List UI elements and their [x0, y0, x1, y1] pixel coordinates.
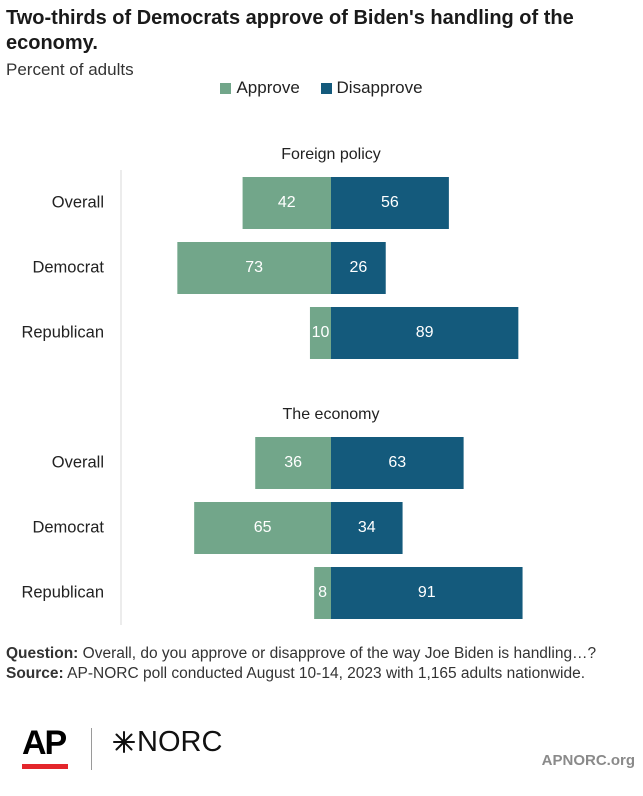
group-title: The economy [283, 406, 380, 423]
bar-approve [194, 502, 331, 554]
bar-approve [177, 242, 331, 294]
ap-logo: AP [22, 724, 67, 762]
legend-swatch-disapprove [320, 82, 332, 94]
data-label-disapprove: 63 [388, 454, 406, 471]
bar-disapprove [331, 567, 523, 619]
bar-approve [314, 567, 331, 619]
data-label-disapprove: 89 [416, 324, 434, 341]
bar-disapprove [331, 307, 519, 359]
legend-label-approve: Approve [236, 78, 300, 97]
bar-disapprove [331, 437, 464, 489]
data-label-disapprove: 56 [381, 194, 399, 211]
data-label-disapprove: 34 [358, 519, 376, 536]
group-title: Foreign policy [281, 146, 381, 163]
chart-title: Two-thirds of Democrats approve of Biden… [6, 7, 574, 54]
bar-approve [242, 177, 331, 229]
question-text: Overall, do you approve or disapprove of… [78, 645, 597, 662]
row-label: Overall [52, 193, 104, 211]
ap-logo-underline [22, 764, 68, 769]
row-label: Republican [21, 583, 104, 601]
bar-disapprove [331, 242, 386, 294]
legend-item-approve: Approve [220, 78, 300, 98]
source-note: Source: AP-NORC poll conducted August 10… [6, 664, 638, 684]
norc-star-icon [113, 731, 135, 753]
data-label-approve: 73 [245, 259, 263, 276]
data-label-approve: 65 [254, 519, 272, 536]
bar-approve [255, 437, 331, 489]
row-label: Overall [52, 453, 104, 471]
question-note: Question: Overall, do you approve or dis… [6, 644, 638, 664]
logo-divider [91, 728, 92, 770]
data-label-disapprove: 26 [349, 259, 367, 276]
legend-label-disapprove: Disapprove [336, 78, 423, 97]
data-label-approve: 10 [312, 324, 330, 341]
legend: Approve Disapprove [0, 78, 643, 99]
norc-logo: NORC [113, 726, 222, 759]
chart-subtitle: Percent of adults [6, 60, 134, 79]
bar-approve [309, 307, 331, 359]
row-label: Republican [21, 323, 104, 341]
bar-disapprove [331, 502, 403, 554]
diverging-bar-chart: Foreign policy Overall 42 56 Democrat 73 26 Rep… [21, 146, 523, 625]
legend-item-disapprove: Disapprove [320, 78, 423, 98]
chart-notes: Question: Overall, do you approve or dis… [6, 644, 638, 684]
question-label: Question: [6, 645, 79, 662]
source-text: AP-NORC poll conducted August 10-14, 202… [63, 665, 586, 682]
norc-logo-text: NORC [137, 726, 223, 758]
row-label: Democrat [32, 258, 104, 276]
bar-disapprove [331, 177, 449, 229]
source-label: Source: [6, 665, 64, 682]
row-label: Democrat [32, 518, 104, 536]
data-label-approve: 36 [284, 454, 302, 471]
data-label-approve: 8 [318, 584, 327, 601]
legend-swatch-approve [220, 82, 232, 94]
site-link[interactable]: APNORC.org [541, 752, 635, 769]
data-label-disapprove: 91 [418, 584, 436, 601]
data-label-approve: 42 [278, 194, 296, 211]
